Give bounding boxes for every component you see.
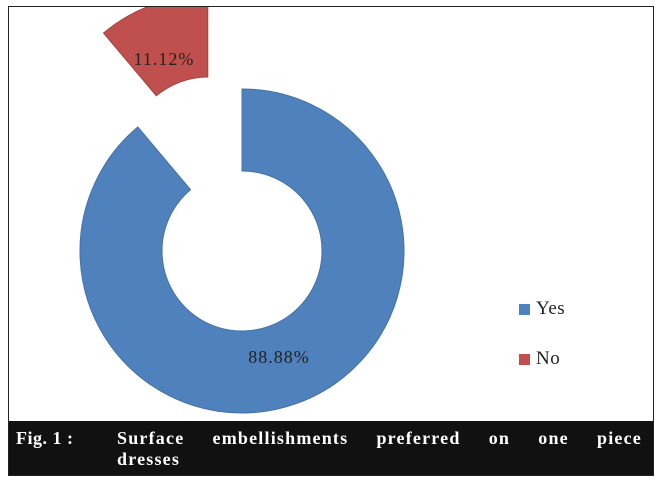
legend-item-no: No: [519, 347, 565, 371]
data-label-no: 11.12%: [134, 49, 195, 69]
caption-prefix: Fig. 1 :: [16, 428, 74, 448]
legend: Yes No: [519, 297, 565, 397]
caption-text: Surface embellishments preferred on one …: [117, 428, 642, 469]
legend-item-yes: Yes: [519, 297, 565, 321]
figure-caption: Fig. 1 : Surface embellishments preferre…: [9, 421, 653, 475]
donut-slice-no: [102, 7, 209, 97]
legend-label-yes: Yes: [536, 298, 566, 319]
legend-swatch-no: [519, 353, 530, 365]
data-label-yes: 88.88%: [248, 347, 310, 367]
chart-area: 88.88% 11.12% Yes No: [9, 7, 653, 421]
figure-frame: 88.88% 11.12% Yes No Fig. 1 : Surface emb…: [8, 6, 654, 476]
donut-slice-yes: [79, 88, 405, 414]
donut-chart: 88.88% 11.12%: [79, 7, 405, 414]
legend-swatch-yes: [519, 303, 530, 315]
legend-label-no: No: [536, 348, 561, 369]
